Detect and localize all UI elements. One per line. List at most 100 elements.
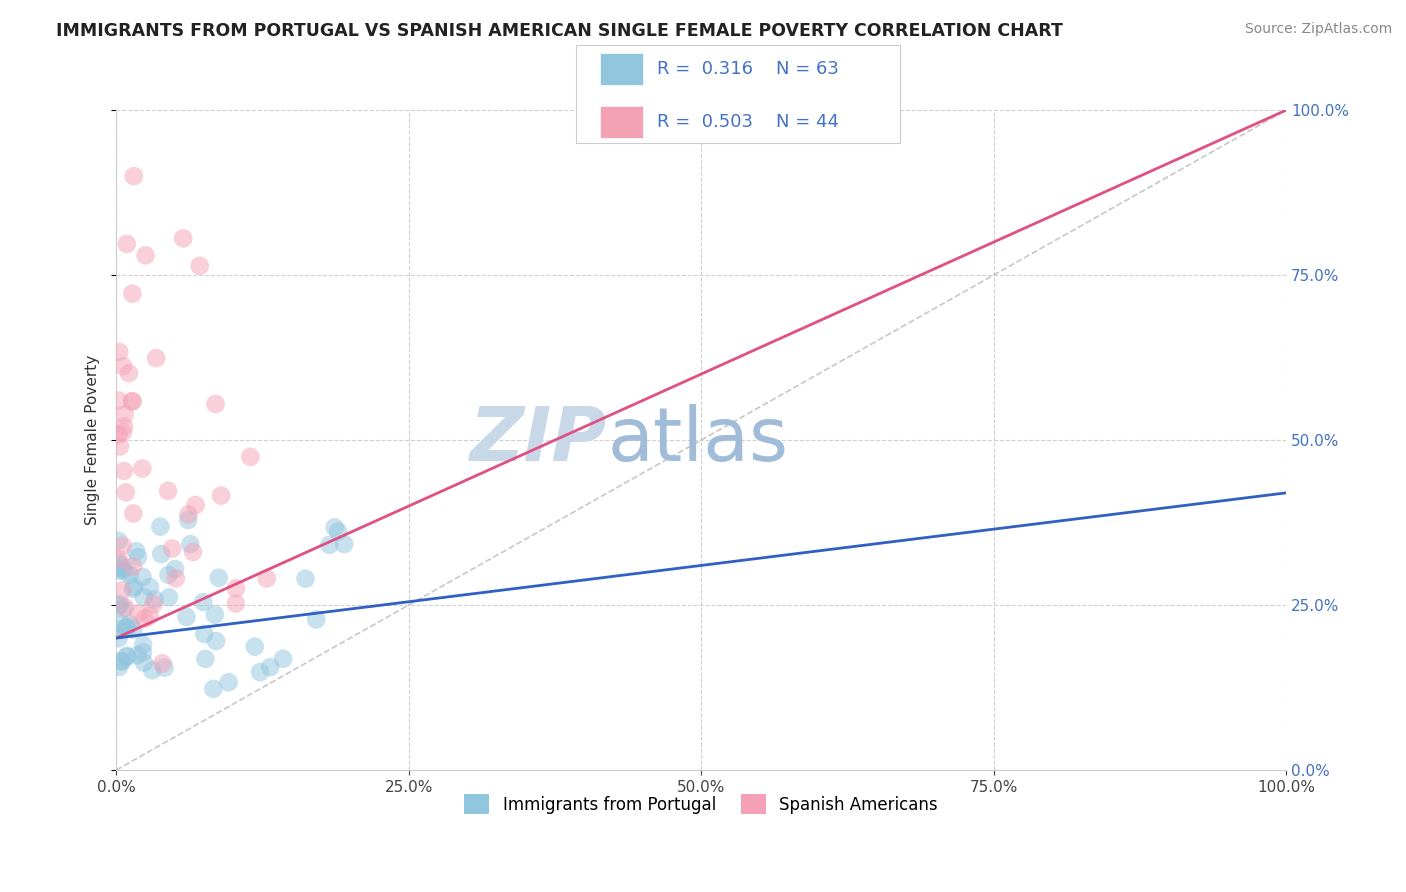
Text: ZIP: ZIP (470, 403, 607, 476)
Point (122, 580, 145, 594)
Point (150, 657, 173, 671)
Point (204, 397, 226, 411)
Point (143, 592, 166, 607)
Point (108, 345, 131, 359)
Point (108, 660, 131, 674)
Point (181, 545, 204, 559)
Point (134, 248, 156, 262)
Legend: Immigrants from Portugal, Spanish Americans: Immigrants from Portugal, Spanish Americ… (458, 788, 945, 821)
Point (121, 394, 143, 409)
Point (177, 508, 200, 522)
Point (127, 648, 149, 663)
Text: Source: ZipAtlas.com: Source: ZipAtlas.com (1244, 22, 1392, 37)
Point (112, 419, 135, 434)
Point (114, 408, 136, 422)
Point (318, 538, 340, 552)
Point (188, 259, 211, 273)
Point (112, 359, 135, 374)
Point (139, 580, 162, 594)
Point (115, 620, 138, 634)
Point (160, 541, 183, 556)
Point (193, 627, 215, 641)
Point (172, 231, 194, 245)
Point (132, 656, 155, 670)
Point (107, 564, 129, 578)
Point (121, 286, 143, 301)
Point (149, 519, 172, 533)
Point (184, 498, 207, 512)
Point (115, 485, 138, 500)
Point (107, 393, 129, 408)
Point (165, 571, 187, 585)
Point (107, 631, 129, 645)
Point (202, 681, 225, 696)
Point (134, 612, 156, 626)
Point (179, 537, 201, 551)
Text: atlas: atlas (607, 403, 789, 476)
Point (142, 597, 165, 611)
Point (121, 582, 143, 596)
Point (111, 654, 134, 668)
Point (165, 562, 187, 576)
Y-axis label: Single Female Poverty: Single Female Poverty (86, 355, 100, 525)
Point (121, 394, 143, 409)
Point (249, 665, 271, 679)
Point (131, 461, 153, 475)
Point (157, 483, 180, 498)
Point (122, 623, 145, 637)
Point (107, 552, 129, 566)
Point (114, 600, 136, 615)
Point (323, 520, 346, 534)
Point (194, 652, 217, 666)
Point (115, 621, 138, 635)
Point (139, 608, 162, 623)
Point (193, 595, 215, 609)
Text: R =  0.503    N = 44: R = 0.503 N = 44 (657, 113, 838, 131)
Point (132, 645, 155, 659)
Point (122, 559, 145, 574)
Point (225, 582, 247, 596)
Point (157, 567, 180, 582)
Point (305, 612, 328, 626)
Point (208, 571, 231, 585)
Point (107, 427, 129, 442)
Point (328, 524, 350, 539)
Point (108, 439, 131, 453)
Point (108, 597, 131, 611)
Point (107, 533, 129, 548)
Text: IMMIGRANTS FROM PORTUGAL VS SPANISH AMERICAN SINGLE FEMALE POVERTY CORRELATION C: IMMIGRANTS FROM PORTUGAL VS SPANISH AMER… (56, 22, 1063, 40)
Point (131, 570, 153, 584)
Point (111, 425, 134, 440)
Point (153, 661, 176, 675)
Point (111, 583, 134, 598)
Point (150, 547, 173, 561)
Point (256, 572, 278, 586)
Point (271, 651, 294, 665)
Point (132, 638, 155, 652)
Point (333, 537, 356, 551)
Point (294, 572, 316, 586)
Point (259, 660, 281, 674)
Point (205, 634, 228, 648)
Point (111, 562, 134, 576)
Point (110, 623, 132, 637)
Point (177, 513, 200, 527)
Point (127, 607, 149, 621)
Point (112, 464, 135, 478)
Point (111, 601, 134, 615)
Point (127, 550, 149, 565)
Point (111, 539, 134, 553)
Point (239, 450, 262, 464)
Point (122, 507, 145, 521)
Text: R =  0.316    N = 63: R = 0.316 N = 63 (657, 60, 838, 78)
Point (225, 597, 247, 611)
Point (157, 591, 180, 605)
Point (125, 544, 148, 558)
Point (107, 557, 129, 571)
Point (107, 599, 129, 613)
Point (209, 489, 232, 503)
Point (111, 616, 134, 631)
Point (176, 610, 198, 624)
Point (243, 640, 266, 654)
Point (112, 562, 135, 576)
